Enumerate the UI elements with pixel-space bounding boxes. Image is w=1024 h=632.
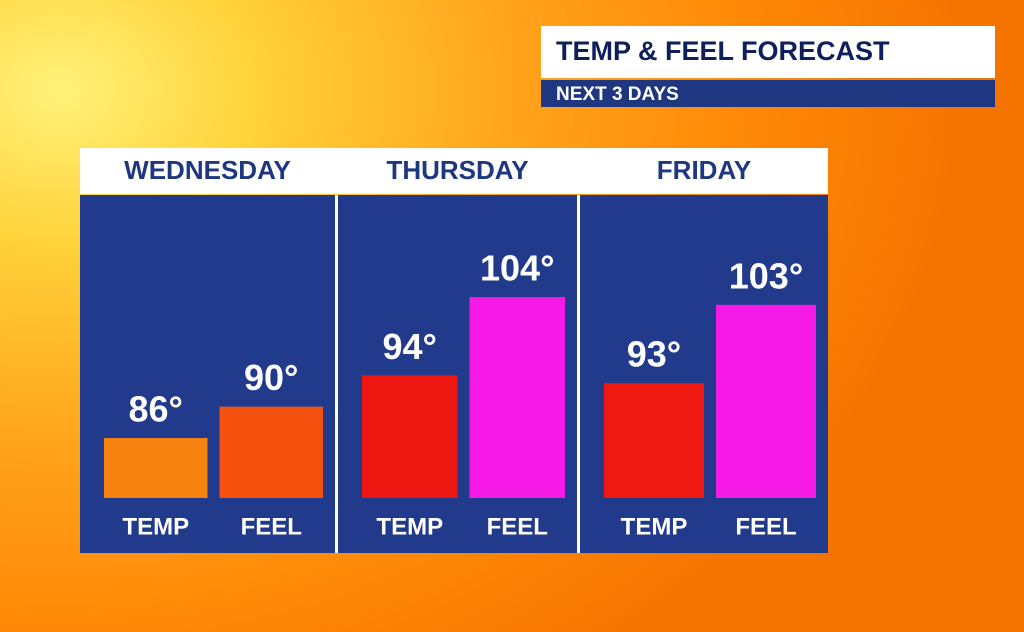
title-box (541, 26, 995, 78)
value-label: 103° (729, 255, 803, 296)
bar-label: FEEL (487, 513, 548, 540)
value-label: 86° (129, 389, 183, 430)
divider (335, 195, 338, 553)
subtitle-box (541, 80, 995, 107)
value-label: 104° (480, 248, 554, 289)
bar (716, 304, 816, 498)
divider (577, 195, 580, 553)
chart-subtitle: NEXT 3 DAYS (556, 84, 679, 105)
bar (362, 375, 458, 498)
panel-area (80, 195, 828, 553)
bar-label: TEMP (122, 513, 189, 540)
header-band (80, 148, 828, 194)
day-label: WEDNESDAY (124, 155, 291, 185)
value-label: 94° (383, 326, 437, 367)
day-label: FRIDAY (657, 155, 751, 185)
bar (104, 438, 208, 498)
bar (604, 383, 704, 498)
bar-label: TEMP (376, 513, 443, 540)
bar-label: TEMP (621, 513, 688, 540)
value-label: 93° (627, 334, 681, 375)
bar (219, 406, 323, 498)
bar (469, 297, 565, 498)
value-label: 90° (244, 357, 298, 398)
bar-label: FEEL (241, 513, 302, 540)
day-label: THURSDAY (386, 155, 528, 185)
chart-title: TEMP & FEEL FORECAST (556, 36, 890, 66)
bar-label: FEEL (735, 513, 796, 540)
